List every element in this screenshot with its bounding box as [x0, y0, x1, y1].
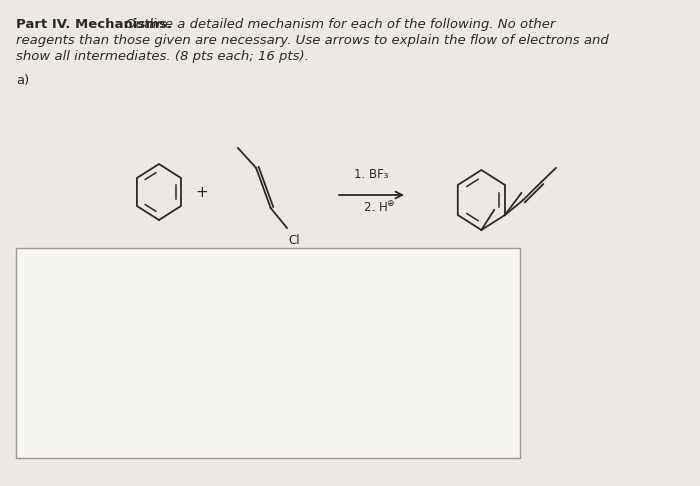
- Text: reagents than those given are necessary. Use arrows to explain the flow of elect: reagents than those given are necessary.…: [16, 34, 609, 47]
- Text: 1. BF₃: 1. BF₃: [354, 168, 388, 181]
- Bar: [16, 248, 520, 458]
- Text: 2. H: 2. H: [364, 201, 388, 214]
- Text: Part IV. Mechanisms.: Part IV. Mechanisms.: [16, 18, 172, 31]
- Text: show all intermediates. (8 pts each; 16 pts).: show all intermediates. (8 pts each; 16 …: [16, 50, 309, 63]
- Text: +: +: [195, 185, 208, 199]
- Text: a): a): [16, 74, 29, 87]
- Text: ⊕: ⊕: [386, 199, 393, 208]
- Text: Outline a detailed mechanism for each of the following. No other: Outline a detailed mechanism for each of…: [121, 18, 555, 31]
- Text: Cl: Cl: [289, 234, 300, 247]
